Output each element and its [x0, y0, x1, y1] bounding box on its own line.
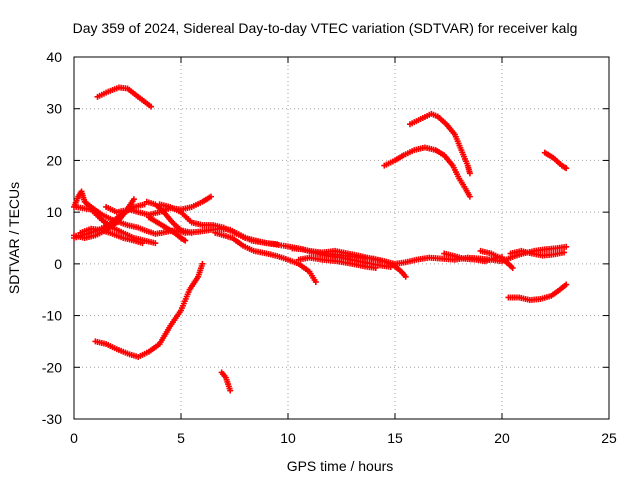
x-tick-label: 15 — [387, 430, 403, 446]
series-arc-u — [406, 110, 473, 177]
data-point — [563, 281, 570, 288]
y-tick-label: -10 — [42, 308, 62, 324]
series-arc-w — [541, 149, 570, 172]
y-tick-label: -30 — [42, 411, 62, 427]
series-arc-o — [441, 250, 505, 265]
data-point — [152, 240, 159, 247]
series-arc-r — [92, 260, 206, 360]
x-tick-label: 0 — [70, 430, 78, 446]
data-point — [227, 387, 234, 394]
x-tick-label: 25 — [601, 430, 617, 446]
chart-title: Day 359 of 2024, Sidereal Day-to-day VTE… — [73, 20, 578, 36]
series-arc-t — [381, 144, 473, 200]
plot-frame — [73, 56, 610, 420]
data-point — [130, 196, 137, 203]
data-point — [561, 249, 568, 256]
data-point — [199, 260, 206, 267]
series-arc-m — [295, 254, 379, 271]
data-point — [563, 243, 570, 250]
series-arc-v — [505, 281, 570, 304]
series-arc-f — [73, 203, 159, 247]
series-arc-p — [477, 247, 516, 271]
data-point — [466, 193, 473, 200]
y-tick-label: 30 — [46, 101, 62, 117]
y-axis-label: SDTVAR / TECUs — [6, 182, 22, 294]
x-tick-label: 5 — [177, 430, 185, 446]
data-point — [402, 273, 409, 280]
data-point — [509, 264, 516, 271]
x-tick-label: 20 — [494, 430, 510, 446]
y-tick-label: 10 — [46, 204, 62, 220]
axis-ticks — [73, 56, 610, 420]
data-point — [182, 237, 189, 244]
series-arc-k — [212, 229, 319, 285]
y-tick-label: 20 — [46, 152, 62, 168]
grid — [74, 57, 609, 419]
series-arc-q — [507, 247, 568, 259]
y-tick-label: 40 — [46, 49, 62, 65]
y-tick-label: -20 — [42, 359, 62, 375]
data-point — [466, 170, 473, 177]
data-point — [274, 241, 281, 248]
data-point — [148, 103, 155, 110]
series-arc-i — [145, 214, 189, 244]
data-point — [312, 278, 319, 285]
data-point — [372, 264, 379, 271]
data-point — [207, 193, 214, 200]
series-arc-n — [317, 250, 409, 280]
series-arc-s — [218, 369, 234, 394]
series-arc-j — [156, 201, 281, 248]
y-tick-label: 0 — [54, 256, 62, 272]
series-arc-a — [94, 84, 155, 110]
x-axis-label: GPS time / hours — [287, 458, 394, 474]
series-arc-h — [143, 198, 195, 236]
x-tick-label: 10 — [280, 430, 296, 446]
data-point — [188, 229, 195, 236]
tick-labels: 0 5 10 15 20 25 -30 -20 -10 0 10 20 30 40 — [42, 49, 617, 446]
data-series — [71, 84, 570, 394]
data-point — [563, 165, 570, 172]
